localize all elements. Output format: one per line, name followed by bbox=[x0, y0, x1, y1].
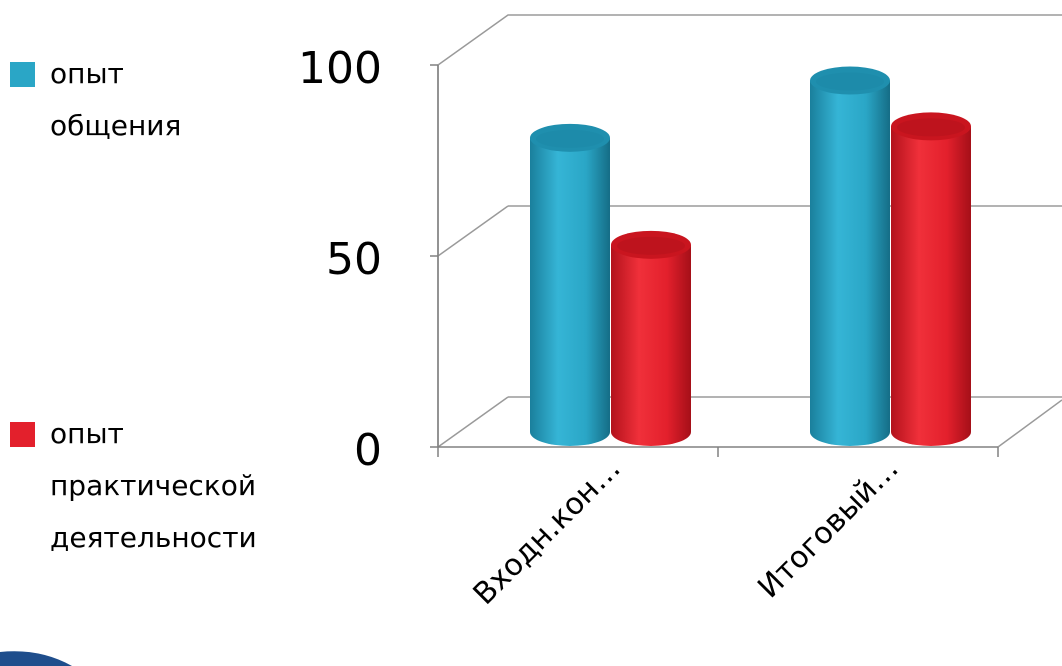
bar-top-shade-0-0 bbox=[536, 129, 604, 148]
bar-body-1-0 bbox=[810, 80, 890, 446]
bar-0-0 bbox=[530, 123, 610, 447]
legend-label-series-0: опыт общения bbox=[50, 57, 181, 142]
legend-label-series-1-line-2: практической bbox=[50, 469, 256, 502]
slide-corner-decoration bbox=[0, 651, 72, 666]
bar-body-0-1 bbox=[611, 244, 691, 446]
bar-1-1 bbox=[891, 112, 971, 447]
bar-top-shade-1-1 bbox=[897, 118, 965, 137]
legend-label-series-0-line-1: опыт bbox=[50, 57, 124, 90]
legend-label-series-1: опыт практической деятельности bbox=[50, 417, 265, 554]
bar-top-shade-0-1 bbox=[617, 236, 685, 255]
floor-right-edge bbox=[997, 399, 1062, 448]
category-label-0: Входн.кон… bbox=[467, 451, 628, 612]
y-tick-label-50: 50 bbox=[326, 234, 382, 285]
legend-label-series-1-line-3: деятельности bbox=[50, 521, 257, 554]
bar-top-shade-1-0 bbox=[816, 72, 884, 91]
legend-swatch-series-1 bbox=[10, 422, 35, 447]
legend-swatch-series-0 bbox=[10, 62, 35, 87]
y-tick-label-100: 100 bbox=[298, 43, 382, 94]
bar-1-0 bbox=[810, 66, 890, 446]
floor-side-edge bbox=[437, 396, 509, 448]
bar-0-1 bbox=[611, 230, 691, 446]
gridline-50-side bbox=[437, 205, 509, 257]
bar-body-1-1 bbox=[891, 126, 971, 447]
bar-body-0-0 bbox=[530, 137, 610, 447]
legend-label-series-0-line-2: общения bbox=[50, 109, 181, 142]
bars bbox=[530, 66, 971, 447]
axes bbox=[430, 64, 999, 457]
legend-label-series-1-line-1: опыт bbox=[50, 417, 124, 450]
category-label-1: Итоговый… bbox=[751, 451, 905, 605]
y-tick-label-0: 0 bbox=[354, 425, 382, 476]
legend: опыт общения опыт практической деятельно… bbox=[10, 57, 265, 554]
